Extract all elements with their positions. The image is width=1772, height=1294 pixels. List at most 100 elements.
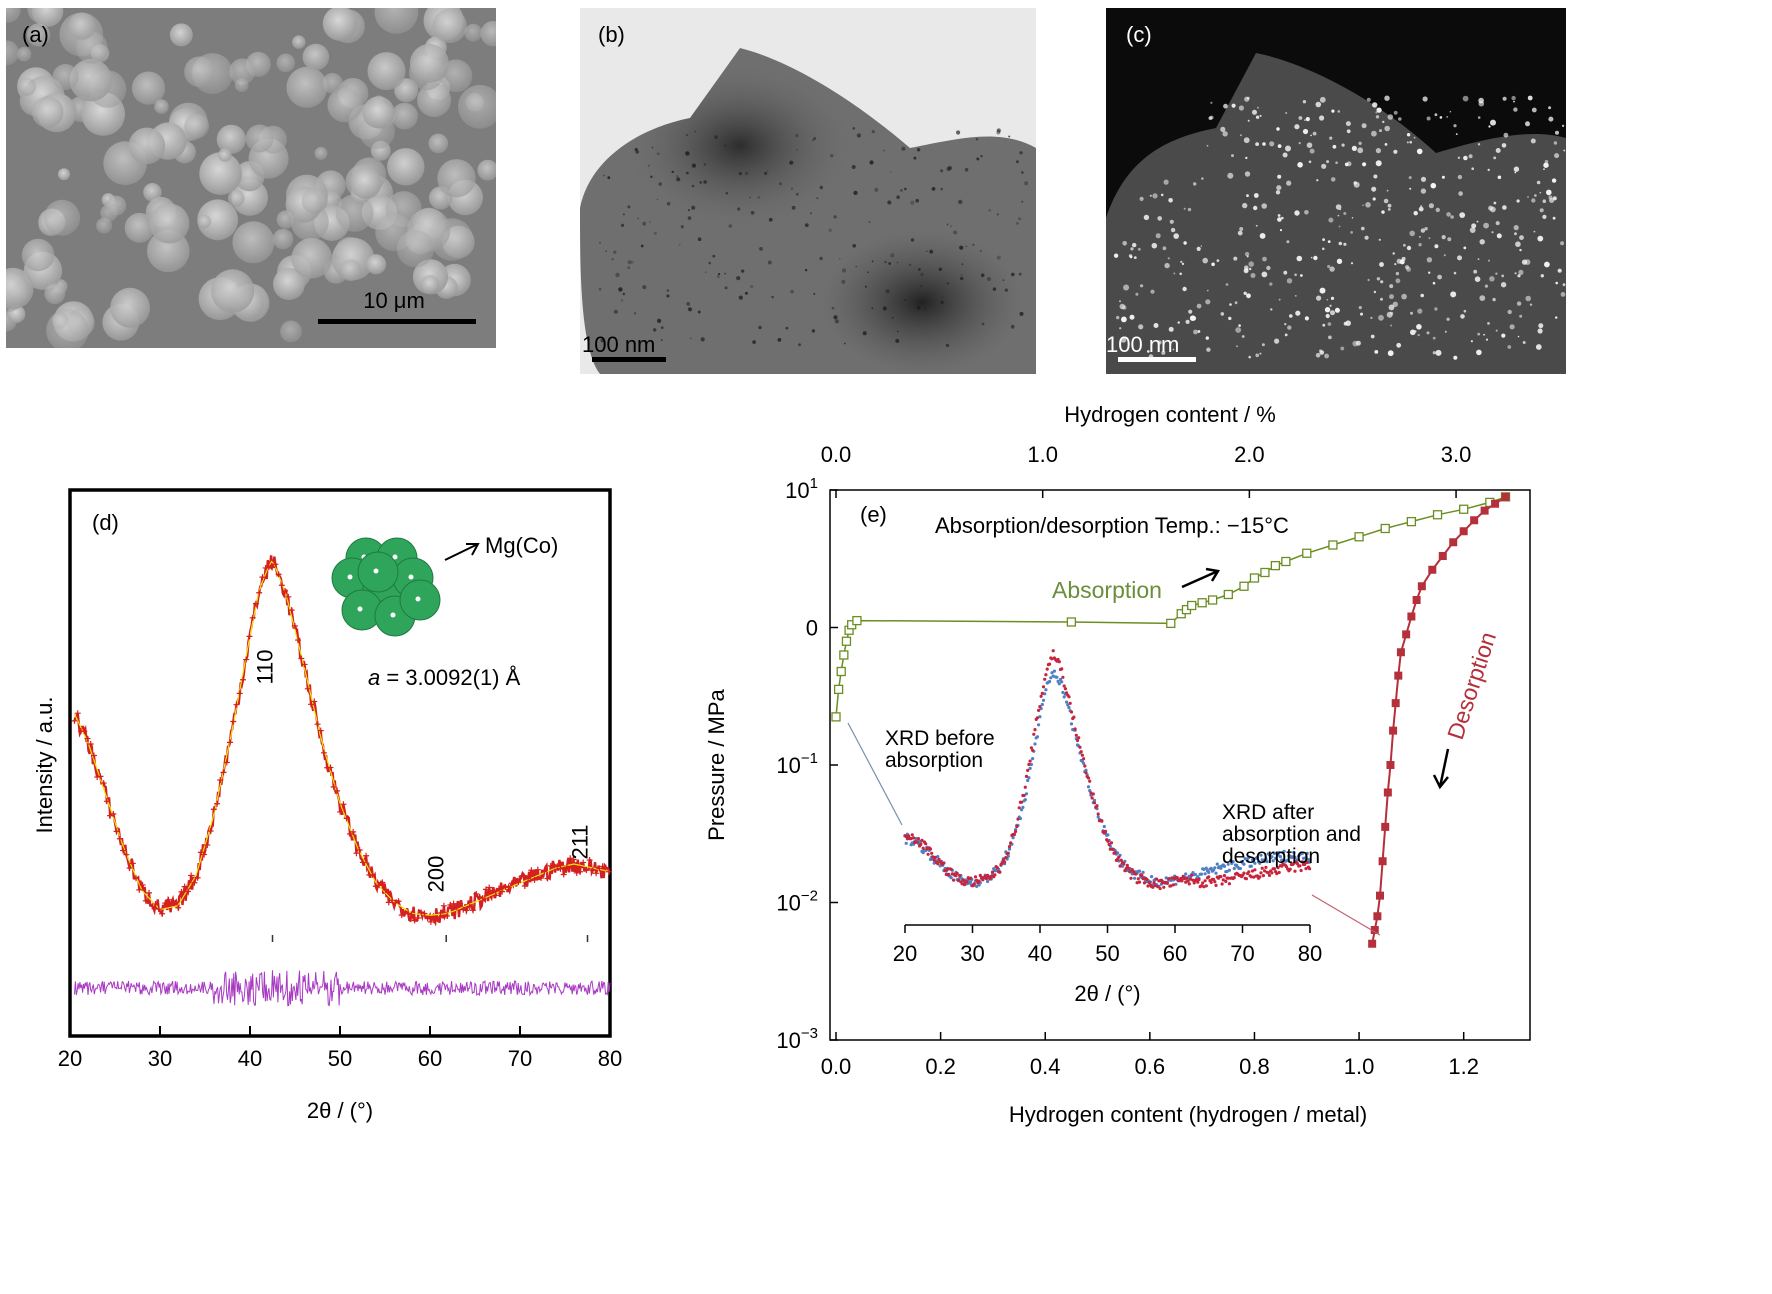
observed-point <box>282 587 289 594</box>
inset-point <box>1175 876 1179 880</box>
particle <box>620 299 624 302</box>
inset-point <box>1020 800 1024 804</box>
particle <box>1168 326 1174 332</box>
particle <box>1517 335 1520 338</box>
desorption-point <box>1407 612 1416 621</box>
inset-point <box>1226 876 1230 880</box>
particle <box>1255 224 1258 227</box>
inset-point <box>1278 855 1282 859</box>
inset-point <box>1288 867 1292 871</box>
observed-point <box>343 815 350 822</box>
inset-point <box>928 857 933 862</box>
particle <box>862 331 867 336</box>
particle <box>1371 130 1377 137</box>
particle <box>716 275 720 279</box>
particle <box>1441 235 1446 240</box>
particle <box>1324 307 1331 313</box>
particle <box>1417 333 1420 337</box>
particle <box>1008 135 1011 138</box>
particle <box>996 213 999 216</box>
particle <box>887 200 892 205</box>
inset-point <box>1286 858 1290 862</box>
particle <box>1403 243 1406 247</box>
observed-point <box>499 888 506 895</box>
inset-point <box>1259 853 1263 857</box>
particle <box>1328 217 1334 223</box>
inset-point <box>1060 680 1064 684</box>
observed-point <box>152 901 159 908</box>
particle <box>1246 293 1251 299</box>
particle <box>1300 274 1303 277</box>
inset-point <box>1259 871 1263 875</box>
particle <box>1511 95 1516 101</box>
particle <box>946 282 949 285</box>
desorption-point <box>1378 857 1387 866</box>
observed-point <box>440 902 447 909</box>
particle <box>1250 273 1256 278</box>
inset-point <box>1301 856 1306 860</box>
particle <box>44 199 81 236</box>
particle <box>1182 286 1187 292</box>
x-tick-label: 30 <box>148 1046 172 1071</box>
inset-point <box>1209 880 1213 884</box>
particle <box>1327 264 1331 269</box>
observed-point <box>113 828 120 835</box>
inset-point <box>1090 796 1094 800</box>
particle <box>1011 272 1015 277</box>
inset-point <box>1083 764 1087 768</box>
particle <box>1380 297 1383 301</box>
inset-point <box>1072 715 1076 719</box>
particle <box>1298 116 1303 120</box>
observed-point <box>486 884 493 891</box>
particle <box>1537 328 1543 334</box>
inset-point <box>1069 722 1074 726</box>
inset-point <box>1084 771 1088 775</box>
inset-point <box>1028 766 1032 770</box>
particle <box>1350 231 1353 234</box>
particle <box>1406 267 1411 272</box>
inset-point <box>1136 877 1140 881</box>
observed-point <box>551 862 558 869</box>
inset-point <box>1128 870 1132 874</box>
inset-point <box>1063 687 1067 691</box>
inset-point <box>1304 867 1308 871</box>
particle <box>700 337 705 342</box>
observed-point <box>424 915 431 922</box>
particle <box>1432 351 1436 355</box>
panel-a-label: (a) <box>22 22 49 47</box>
particle <box>350 167 382 199</box>
observed-point <box>563 864 570 871</box>
inset-point <box>904 841 908 845</box>
particle <box>1546 189 1552 196</box>
panel-e-label: (e) <box>860 502 887 527</box>
particle <box>965 245 968 248</box>
inset-point <box>1152 880 1156 885</box>
particle <box>1315 101 1322 108</box>
inset-point <box>1157 879 1161 883</box>
particle <box>1244 251 1250 257</box>
inset-point <box>1015 824 1019 829</box>
observed-point <box>90 752 97 759</box>
absorption-point <box>1066 617 1077 627</box>
inset-point <box>1052 669 1056 673</box>
observed-point <box>495 885 502 892</box>
particle <box>1211 262 1215 267</box>
inset-point <box>1051 674 1055 678</box>
particle <box>1381 210 1385 214</box>
particle <box>1306 142 1313 148</box>
particle <box>651 146 654 149</box>
particle <box>1246 194 1249 198</box>
desorption-point <box>1501 492 1510 501</box>
particle <box>1375 111 1378 114</box>
particle <box>124 212 155 243</box>
particle <box>750 285 754 288</box>
particle <box>1335 161 1338 164</box>
particle <box>900 189 903 192</box>
particle <box>1139 196 1144 201</box>
particle <box>1252 109 1257 115</box>
particle <box>1257 106 1259 109</box>
particle <box>981 322 985 326</box>
particle <box>791 187 793 190</box>
inset-point <box>1092 801 1097 805</box>
particle <box>627 205 631 209</box>
